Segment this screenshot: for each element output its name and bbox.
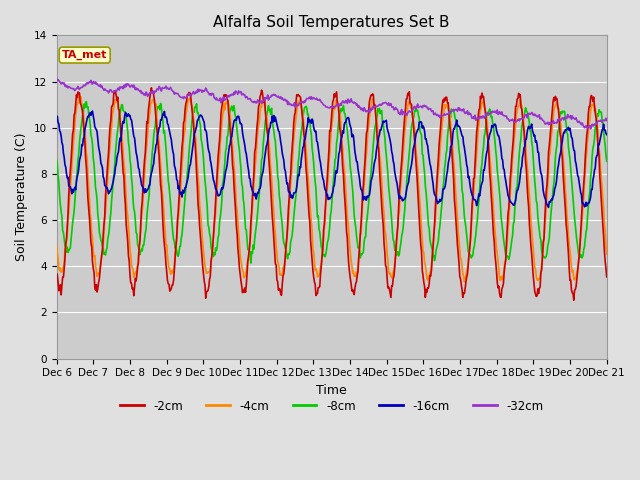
Title: Alfalfa Soil Temperatures Set B: Alfalfa Soil Temperatures Set B: [213, 15, 450, 30]
Text: TA_met: TA_met: [62, 50, 108, 60]
X-axis label: Time: Time: [316, 384, 347, 397]
Legend: -2cm, -4cm, -8cm, -16cm, -32cm: -2cm, -4cm, -8cm, -16cm, -32cm: [115, 395, 548, 417]
Y-axis label: Soil Temperature (C): Soil Temperature (C): [15, 132, 28, 261]
